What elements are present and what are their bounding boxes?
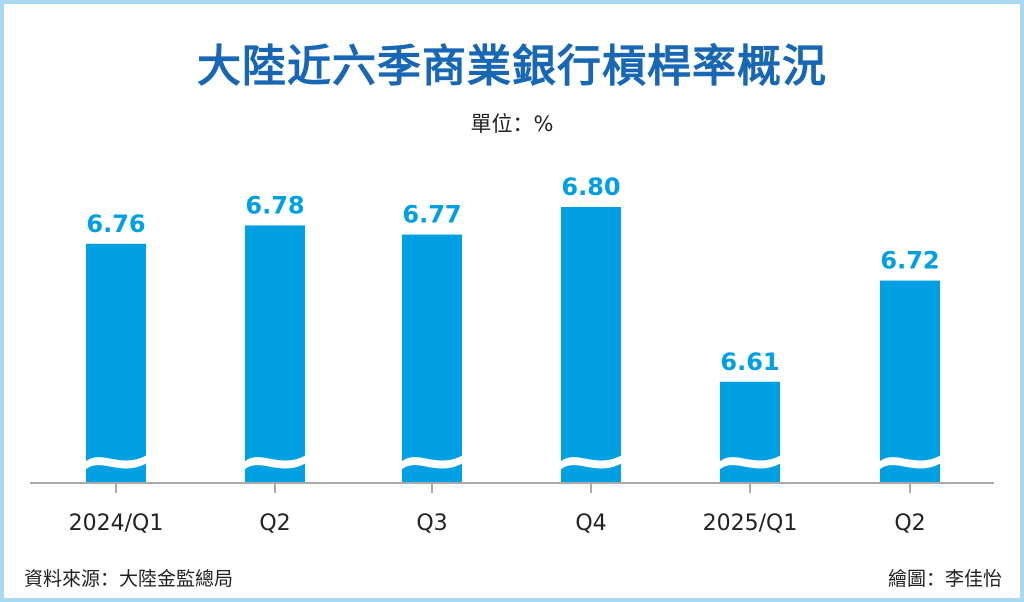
x-tick-label: Q4 bbox=[575, 511, 606, 536]
x-tick-label: 2025/Q1 bbox=[703, 511, 798, 536]
x-tick-label: 2024/Q1 bbox=[69, 511, 164, 536]
data-label: 6.78 bbox=[245, 191, 304, 219]
bar bbox=[86, 243, 146, 483]
data-label: 6.77 bbox=[402, 201, 461, 229]
bar bbox=[720, 381, 780, 483]
unit-label: 單位：% bbox=[470, 112, 554, 136]
credit-note: 繪圖：李佳怡 bbox=[887, 568, 1002, 590]
bar bbox=[245, 225, 305, 483]
bar bbox=[880, 280, 940, 483]
axis-break-wave bbox=[879, 455, 941, 470]
bar bbox=[561, 207, 621, 483]
axis-break-wave bbox=[401, 455, 463, 470]
x-tick-label: Q3 bbox=[416, 511, 447, 536]
x-tick-label: Q2 bbox=[894, 511, 925, 536]
source-note: 資料來源：大陸金監總局 bbox=[24, 568, 234, 590]
x-tick-label: Q2 bbox=[259, 511, 290, 536]
data-label: 6.61 bbox=[720, 348, 779, 376]
data-label: 6.76 bbox=[86, 210, 145, 238]
axis-break-wave bbox=[244, 455, 306, 470]
data-label: 6.80 bbox=[561, 173, 620, 201]
data-label: 6.72 bbox=[880, 247, 939, 275]
axis-break-wave bbox=[85, 455, 147, 470]
chart-title: 大陸近六季商業銀行槓桿率概況 bbox=[197, 41, 827, 92]
axis-break-wave bbox=[560, 455, 622, 470]
bar bbox=[402, 234, 462, 483]
axis-break-wave bbox=[719, 455, 781, 470]
